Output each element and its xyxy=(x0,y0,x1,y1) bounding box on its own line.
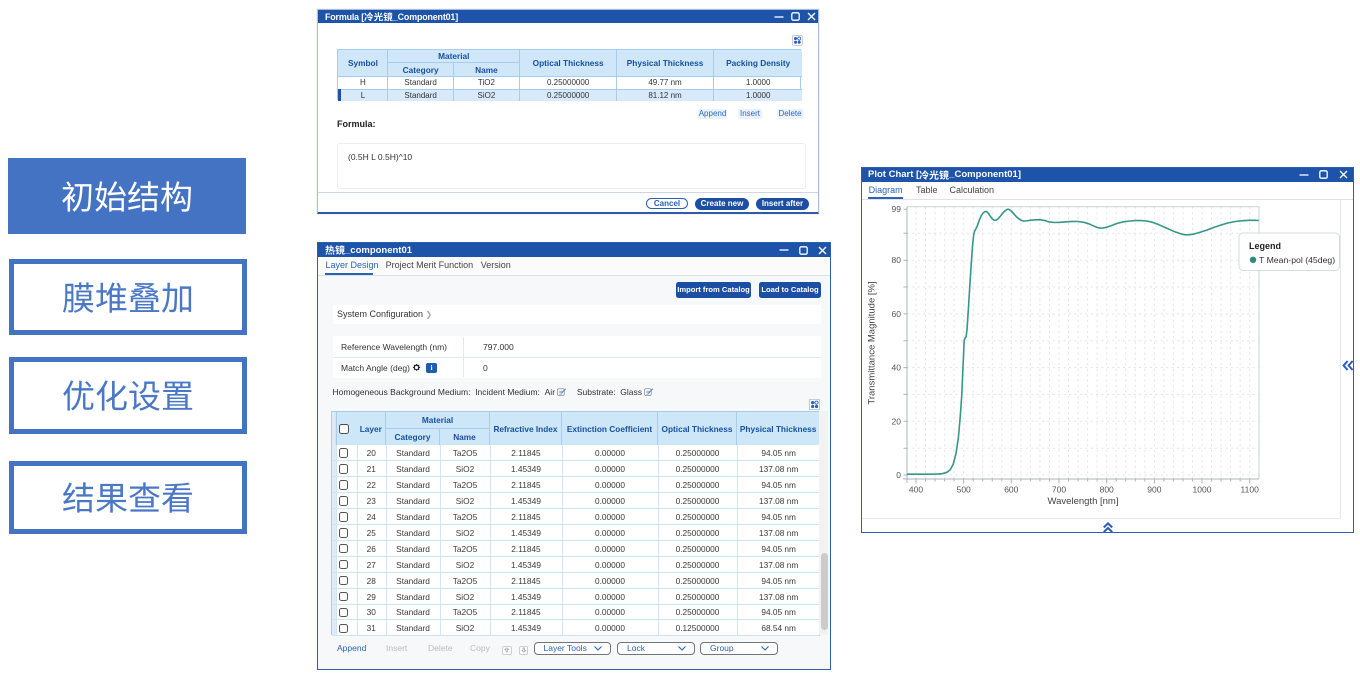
svg-text:T Mean-pol (45deg): T Mean-pol (45deg) xyxy=(1259,255,1335,265)
svg-text:800: 800 xyxy=(1100,485,1114,495)
svg-text:700: 700 xyxy=(1052,485,1066,495)
svg-text:80: 80 xyxy=(892,255,902,265)
svg-text:40: 40 xyxy=(892,363,902,373)
svg-text:400: 400 xyxy=(909,485,923,495)
svg-text:Legend: Legend xyxy=(1249,241,1281,251)
svg-text:60: 60 xyxy=(892,309,902,319)
svg-text:20: 20 xyxy=(892,416,902,426)
svg-text:500: 500 xyxy=(957,485,971,495)
svg-text:Wavelength [nm]: Wavelength [nm] xyxy=(1048,496,1119,507)
svg-text:600: 600 xyxy=(1004,485,1018,495)
svg-text:Transmittance Magnitude [%]: Transmittance Magnitude [%] xyxy=(867,281,878,404)
svg-text:1100: 1100 xyxy=(1241,485,1260,495)
svg-text:99: 99 xyxy=(892,204,902,214)
svg-text:1000: 1000 xyxy=(1193,485,1212,495)
svg-text:900: 900 xyxy=(1147,485,1161,495)
svg-text:0: 0 xyxy=(896,470,901,480)
